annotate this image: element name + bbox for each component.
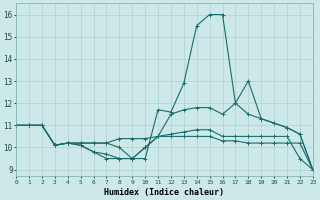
- X-axis label: Humidex (Indice chaleur): Humidex (Indice chaleur): [105, 188, 225, 197]
